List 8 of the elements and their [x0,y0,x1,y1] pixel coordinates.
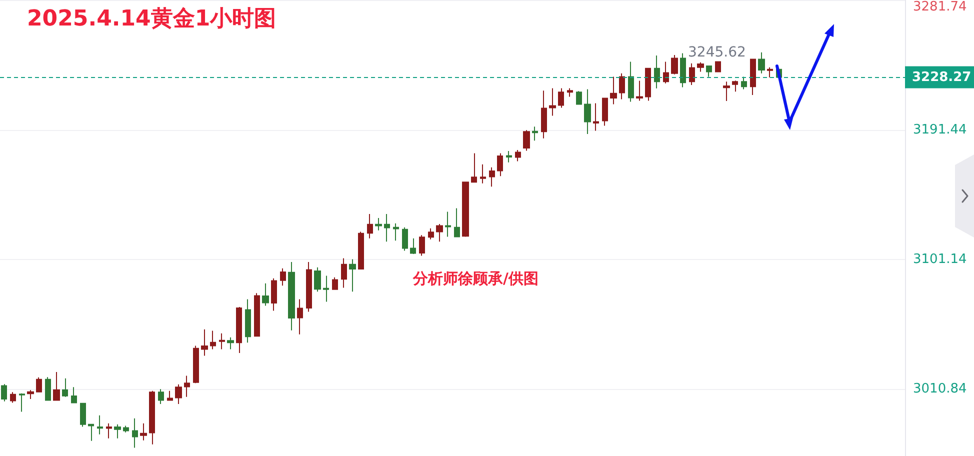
y-tick-label: 3281.74 [913,0,967,15]
y-tick-label: 3191.44 [913,122,967,138]
y-tick-label: 3101.14 [913,252,967,267]
annotation: 3245.62 [688,44,746,60]
ref-line-label: 3228.27 [912,70,972,85]
chart-title: 2025.4.14黄金1小时图 [27,6,276,32]
annotation: 分析师徐顾承/供图 [412,270,538,288]
y-tick-label: 3010.84 [913,381,967,396]
